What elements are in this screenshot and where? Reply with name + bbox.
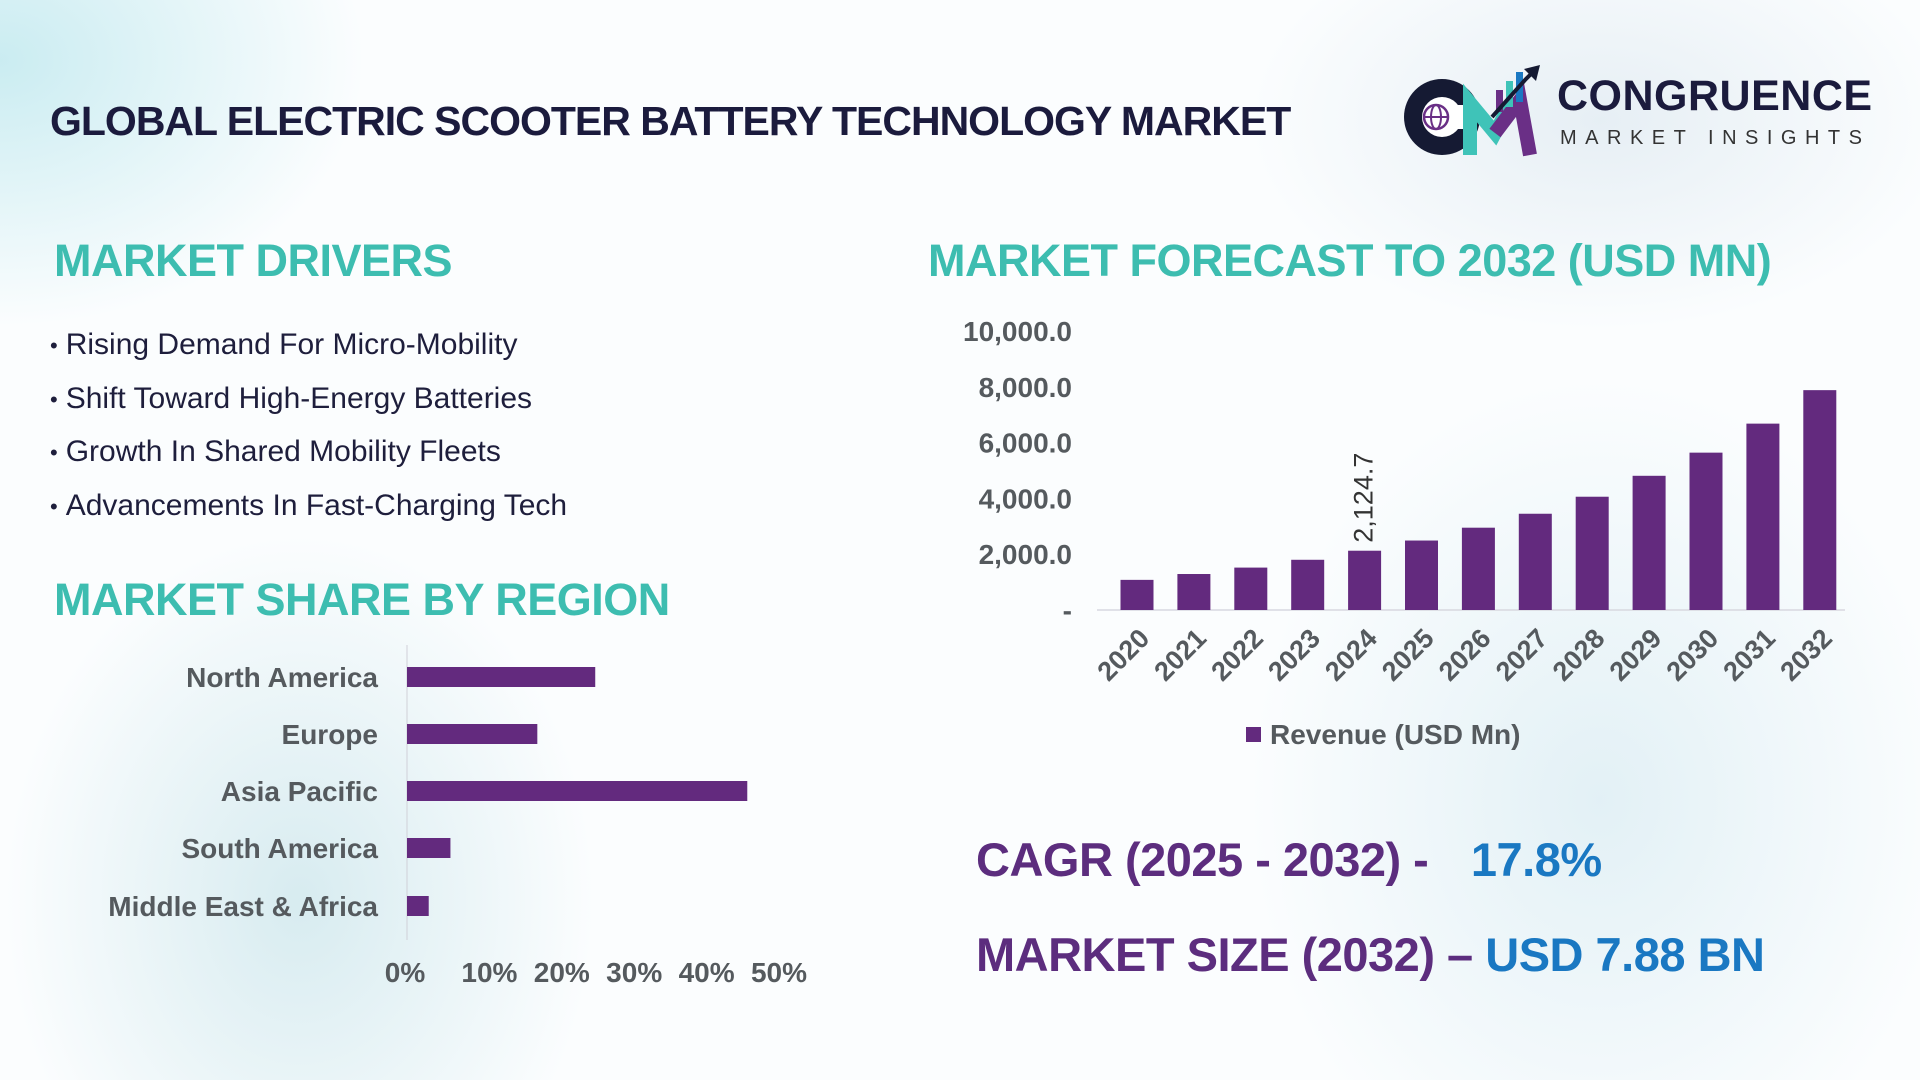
market-size-row: MARKET SIZE (2032) – USD 7.88 BN [976, 927, 1765, 982]
forecast-bar [1405, 540, 1438, 610]
forecast-x-tick: 2031 [1717, 623, 1781, 687]
forecast-bar [1518, 513, 1552, 610]
region-x-tick: 30% [606, 957, 662, 988]
region-bar [407, 838, 451, 858]
region-share-chart: North America Europe Asia Pacific South Ame… [108, 645, 807, 988]
forecast-x-tick: 2029 [1604, 623, 1668, 687]
page-title: GLOBAL ELECTRIC SCOOTER BATTERY TECHNOLO… [50, 98, 1291, 144]
region-label: Asia Pacific [221, 776, 378, 807]
forecast-heading: MARKET FORECAST TO 2032 (USD MN) [928, 235, 1772, 286]
driver-item: • Shift Toward High-Energy Batteries [50, 381, 533, 415]
region-bar [407, 896, 429, 916]
region-x-tick: 20% [534, 957, 590, 988]
drivers-heading: MARKET DRIVERS [54, 235, 453, 286]
cagr-value: 17.8% [1470, 833, 1602, 886]
region-x-tick: 0% [385, 957, 426, 988]
driver-text: Rising Demand For Micro-Mobility [65, 328, 518, 361]
region-bar [407, 781, 748, 801]
region-label: South America [181, 833, 378, 864]
region-bar [407, 667, 596, 687]
forecast-bar [1120, 579, 1154, 610]
forecast-x-tick: 2021 [1148, 623, 1212, 687]
forecast-y-tick: 8,000.0 [979, 372, 1072, 403]
driver-item: • Advancements In Fast-Charging Tech [50, 488, 568, 522]
forecast-bar [1632, 475, 1666, 610]
logo-name: CONGRUENCE [1557, 72, 1873, 120]
cagr-label: CAGR (2025 - 2032) - [976, 833, 1429, 886]
forecast-bar [1746, 423, 1780, 610]
region-heading: MARKET SHARE BY REGION [54, 574, 670, 625]
region-x-tick: 40% [679, 957, 735, 988]
region-x-tick: 10% [461, 957, 517, 988]
forecast-bar [1234, 567, 1268, 610]
cm-logo-icon [1404, 65, 1540, 157]
legend-swatch [1246, 727, 1261, 742]
forecast-x-tick: 2028 [1547, 623, 1611, 687]
driver-text: Advancements In Fast-Charging Tech [65, 488, 568, 522]
forecast-y-tick: 10,000.0 [963, 316, 1072, 347]
driver-text: Shift Toward High-Energy Batteries [65, 381, 533, 415]
market-size-label: MARKET SIZE (2032) – [976, 928, 1473, 981]
forecast-y-tick: 4,000.0 [979, 483, 1072, 514]
forecast-bar [1689, 452, 1723, 610]
forecast-x-tick: 2032 [1774, 623, 1838, 687]
forecast-x-tick: 2026 [1433, 623, 1497, 687]
region-x-tick: 50% [751, 957, 807, 988]
forecast-chart: - 2,000.0 4,000.0 6,000.0 8,000.0 10,000.0 202… [963, 316, 1845, 750]
region-label: Middle East & Africa [108, 891, 378, 922]
region-bar [407, 724, 538, 744]
forecast-y-tick: 6,000.0 [979, 428, 1072, 459]
forecast-bar [1177, 574, 1211, 610]
driver-item: • Rising Demand For Micro-Mobility [50, 328, 518, 361]
region-label: Europe [282, 719, 378, 750]
driver-text: Growth In Shared Mobility Fleets [65, 435, 501, 468]
forecast-x-tick: 2025 [1376, 623, 1440, 687]
forecast-bar [1461, 527, 1495, 610]
drivers-list: • Rising Demand For Micro-Mobility • Shift… [50, 322, 567, 536]
logo-tagline: MARKET INSIGHTS [1560, 127, 1871, 149]
forecast-data-label: 2,124.7 [1349, 453, 1379, 543]
legend-label: Revenue (USD Mn) [1270, 719, 1520, 750]
forecast-bar [1291, 559, 1325, 610]
forecast-bar [1803, 390, 1837, 610]
forecast-x-tick: 2023 [1262, 623, 1326, 687]
forecast-x-tick: 2027 [1490, 623, 1554, 687]
forecast-x-tick: 2024 [1319, 623, 1383, 687]
cagr-row: CAGR (2025 - 2032) - 17.8% [976, 832, 1602, 887]
forecast-x-tick: 2030 [1661, 623, 1725, 687]
forecast-x-tick: 2022 [1205, 623, 1269, 687]
forecast-y-tick: 2,000.0 [979, 539, 1072, 570]
region-label: North America [186, 662, 378, 693]
forecast-y-tick: - [1063, 595, 1072, 626]
forecast-bar [1348, 550, 1382, 610]
driver-item: • Growth In Shared Mobility Fleets [50, 435, 501, 468]
forecast-x-tick: 2020 [1092, 623, 1156, 687]
market-size-value: USD 7.88 BN [1485, 928, 1765, 981]
forecast-bar [1575, 496, 1609, 610]
